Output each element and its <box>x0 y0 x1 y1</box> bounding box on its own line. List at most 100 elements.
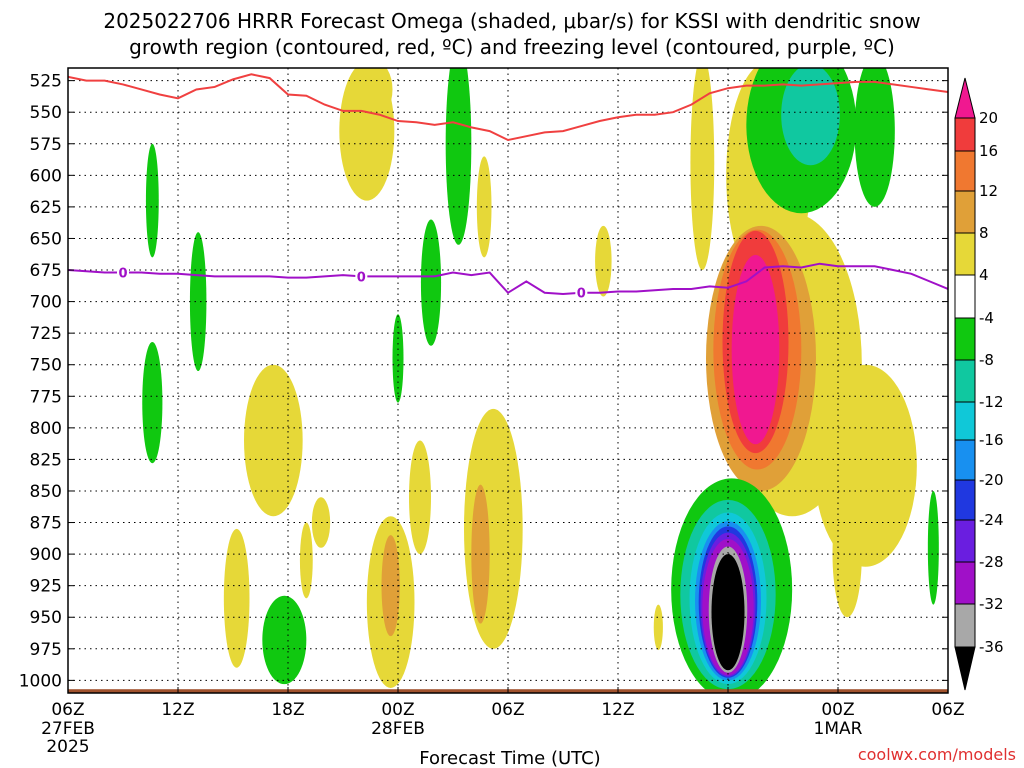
colorbar-swatch <box>954 401 976 441</box>
colorbar-tick-label: 12 <box>979 182 998 200</box>
omega-region <box>392 314 404 403</box>
colorbar-swatch <box>954 519 976 563</box>
colorbar-swatch <box>954 317 976 361</box>
y-tick-label: 575 <box>30 135 62 155</box>
freezing-contour-label-text: 0 <box>577 287 586 302</box>
omega-region <box>690 68 715 270</box>
colorbar-swatch <box>954 561 976 605</box>
omega-region <box>223 528 250 668</box>
omega-region <box>653 604 663 651</box>
colorbar-tick-label: -16 <box>979 431 1004 449</box>
omega-shading <box>68 68 948 693</box>
colorbar-tick-label: -36 <box>979 638 1004 656</box>
omega-region <box>832 490 862 618</box>
omega-region <box>711 554 745 671</box>
y-tick-label: 850 <box>30 482 62 502</box>
omega-region <box>814 364 917 567</box>
freezing-contour-label: 0 <box>355 268 368 285</box>
omega-region <box>476 156 492 258</box>
y-tick-label: 625 <box>30 198 62 218</box>
x-tick-date: 27FEB <box>41 719 95 739</box>
omega-region <box>420 219 442 346</box>
dgz-contour-line <box>68 73 948 142</box>
omega-region <box>854 68 895 207</box>
y-tick-label: 950 <box>30 608 62 628</box>
colorbar-swatch <box>954 359 976 403</box>
x-tick-label: 06Z <box>491 700 524 720</box>
chart-title-line-2: growth region (contoured, red, ºC) and f… <box>129 35 895 59</box>
colorbar-swatch <box>954 77 976 119</box>
x-tick-date: 28FEB <box>371 719 425 739</box>
colorbar-tick-label: -8 <box>979 351 994 369</box>
y-tick-label: 875 <box>30 514 62 534</box>
x-tick-label: 06Z <box>931 700 964 720</box>
y-tick-label: 600 <box>30 166 62 186</box>
omega-region <box>595 225 612 297</box>
colorbar-tick-label: 20 <box>979 109 998 127</box>
freezing-contour-label-text: 0 <box>357 270 366 285</box>
colorbar-tick-label: 16 <box>979 142 998 160</box>
label-background <box>355 268 368 285</box>
omega-region <box>927 490 939 605</box>
omega-region <box>359 68 393 118</box>
colorbar: 20 16 12 8 4 -4 -8 -12 -16 -20 -24 -28 -32 -36 <box>954 77 1004 691</box>
x-axis-label: Forecast Time (UTC) <box>419 748 600 768</box>
x-tick-label: 00Z <box>381 700 414 720</box>
grid-lines <box>68 68 948 693</box>
credit-text: coolwx.com/models <box>858 745 1016 764</box>
colorbar-tick-label: -20 <box>979 471 1004 489</box>
y-tick-label: 675 <box>30 261 62 281</box>
colorbar-swatch <box>954 150 976 192</box>
omega-region <box>409 440 431 555</box>
x-tick-date: 1MAR <box>814 719 863 739</box>
y-tick-label: 900 <box>30 545 62 565</box>
freezing-contour-label: 0 <box>575 284 588 302</box>
colorbar-tick-label: -24 <box>979 511 1004 529</box>
freezing-contour-label-text: 0 <box>118 267 127 282</box>
y-tick-label: 525 <box>30 72 62 92</box>
y-axis-ticks: 525 550 575 600 625 650 675 700 725 750 775 800 825 8… <box>19 72 948 691</box>
colorbar-tick-label: 8 <box>979 224 989 242</box>
x-tick-label: 12Z <box>161 700 194 720</box>
x-tick-label: 18Z <box>271 700 304 720</box>
omega-region <box>781 68 840 166</box>
freezing-contour-label: 0 <box>117 264 129 282</box>
y-tick-label: 725 <box>30 324 62 344</box>
contour-lines: 0 0 0 <box>68 73 948 302</box>
chart-title-line-1: 2025022706 HRRR Forecast Omega (shaded, … <box>103 9 920 33</box>
omega-region <box>299 522 313 599</box>
colorbar-swatch <box>954 117 976 152</box>
omega-region <box>189 232 207 372</box>
x-tick-label: 18Z <box>711 700 744 720</box>
y-tick-label: 925 <box>30 577 62 597</box>
omega-region <box>731 254 780 445</box>
label-background <box>117 264 129 281</box>
omega-region <box>142 341 163 464</box>
label-background <box>575 284 588 301</box>
colorbar-swatch <box>954 603 976 648</box>
y-tick-label: 775 <box>30 387 62 407</box>
x-tick-label: 12Z <box>601 700 634 720</box>
colorbar-swatch <box>954 190 976 234</box>
colorbar-swatch <box>954 646 976 691</box>
colorbar-tick-label: -28 <box>979 553 1004 571</box>
y-tick-label: 700 <box>30 293 62 313</box>
omega-region <box>381 535 400 637</box>
omega-region <box>244 364 303 517</box>
colorbar-tick-label: -4 <box>979 309 994 327</box>
colorbar-tick-label: -12 <box>979 393 1004 411</box>
y-tick-label: 800 <box>30 419 62 439</box>
x-tick-year: 2025 <box>46 737 89 757</box>
y-tick-label: 825 <box>30 450 62 470</box>
colorbar-tick-label: 4 <box>979 266 989 284</box>
colorbar-swatch <box>954 274 976 319</box>
omega-region <box>262 595 307 685</box>
y-tick-label: 650 <box>30 229 62 249</box>
freezing-level-line <box>68 262 948 296</box>
y-tick-label: 550 <box>30 103 62 123</box>
colorbar-tick-label: -32 <box>979 595 1004 613</box>
x-tick-label: 06Z <box>51 700 84 720</box>
colorbar-swatch <box>954 439 976 481</box>
